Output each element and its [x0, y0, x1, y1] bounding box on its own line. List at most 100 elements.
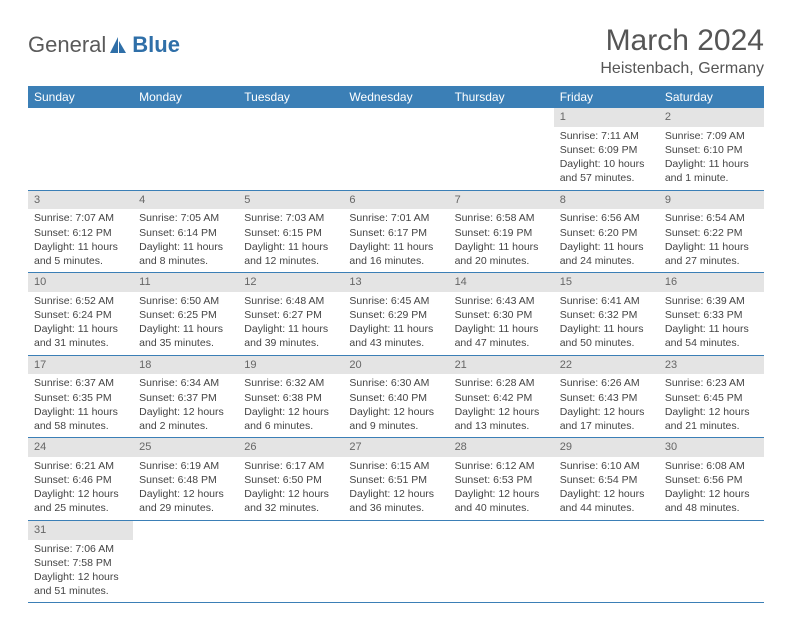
sunset-text: Sunset: 6:46 PM	[34, 473, 127, 487]
sunrise-text: Sunrise: 6:10 AM	[560, 459, 653, 473]
weekday-header: Tuesday	[238, 86, 343, 108]
day-number-cell: 9	[659, 190, 764, 209]
daylight2-text: and 21 minutes.	[665, 419, 758, 433]
day-info-cell: Sunrise: 7:11 AMSunset: 6:09 PMDaylight:…	[554, 127, 659, 190]
day-number-cell: 18	[133, 355, 238, 374]
daylight2-text: and 57 minutes.	[560, 171, 653, 185]
sunset-text: Sunset: 6:48 PM	[139, 473, 232, 487]
sail-icon	[108, 35, 128, 55]
daynum-row: 24252627282930	[28, 438, 764, 457]
day-number-cell	[554, 520, 659, 539]
day-number-cell: 3	[28, 190, 133, 209]
sunrise-text: Sunrise: 6:15 AM	[349, 459, 442, 473]
info-row: Sunrise: 7:06 AMSunset: 7:58 PMDaylight:…	[28, 540, 764, 603]
daylight1-text: Daylight: 11 hours	[34, 322, 127, 336]
day-number-cell: 21	[449, 355, 554, 374]
day-number-cell: 5	[238, 190, 343, 209]
day-info-cell: Sunrise: 7:03 AMSunset: 6:15 PMDaylight:…	[238, 209, 343, 272]
sunset-text: Sunset: 6:10 PM	[665, 143, 758, 157]
daylight1-text: Daylight: 11 hours	[244, 322, 337, 336]
day-number-cell	[343, 520, 448, 539]
sunrise-text: Sunrise: 6:17 AM	[244, 459, 337, 473]
daylight2-text: and 13 minutes.	[455, 419, 548, 433]
day-number-cell: 17	[28, 355, 133, 374]
sunset-text: Sunset: 6:38 PM	[244, 391, 337, 405]
day-number-cell	[238, 520, 343, 539]
day-info-cell	[133, 127, 238, 190]
daylight1-text: Daylight: 12 hours	[349, 405, 442, 419]
daylight2-text: and 29 minutes.	[139, 501, 232, 515]
day-number-cell: 19	[238, 355, 343, 374]
sunrise-text: Sunrise: 6:52 AM	[34, 294, 127, 308]
daylight2-text: and 12 minutes.	[244, 254, 337, 268]
sunrise-text: Sunrise: 6:30 AM	[349, 376, 442, 390]
sunrise-text: Sunrise: 6:56 AM	[560, 211, 653, 225]
day-number-cell: 28	[449, 438, 554, 457]
info-row: Sunrise: 7:07 AMSunset: 6:12 PMDaylight:…	[28, 209, 764, 272]
daylight2-text: and 51 minutes.	[34, 584, 127, 598]
day-number-cell	[659, 520, 764, 539]
sunset-text: Sunset: 6:24 PM	[34, 308, 127, 322]
daynum-row: 31	[28, 520, 764, 539]
sunset-text: Sunset: 6:22 PM	[665, 226, 758, 240]
day-info-cell	[238, 127, 343, 190]
daylight2-text: and 1 minute.	[665, 171, 758, 185]
day-info-cell: Sunrise: 6:58 AMSunset: 6:19 PMDaylight:…	[449, 209, 554, 272]
day-number-cell: 20	[343, 355, 448, 374]
day-info-cell: Sunrise: 6:37 AMSunset: 6:35 PMDaylight:…	[28, 374, 133, 437]
day-info-cell	[28, 127, 133, 190]
day-number-cell: 11	[133, 273, 238, 292]
day-number-cell: 26	[238, 438, 343, 457]
sunset-text: Sunset: 6:50 PM	[244, 473, 337, 487]
sunset-text: Sunset: 6:35 PM	[34, 391, 127, 405]
sunrise-text: Sunrise: 6:54 AM	[665, 211, 758, 225]
day-number-cell: 25	[133, 438, 238, 457]
daylight2-text: and 17 minutes.	[560, 419, 653, 433]
daylight1-text: Daylight: 11 hours	[349, 240, 442, 254]
day-info-cell: Sunrise: 6:21 AMSunset: 6:46 PMDaylight:…	[28, 457, 133, 520]
sunrise-text: Sunrise: 6:34 AM	[139, 376, 232, 390]
daylight1-text: Daylight: 11 hours	[349, 322, 442, 336]
day-number-cell: 4	[133, 190, 238, 209]
sunset-text: Sunset: 6:29 PM	[349, 308, 442, 322]
day-number-cell: 2	[659, 108, 764, 127]
day-info-cell	[133, 540, 238, 603]
sunrise-text: Sunrise: 6:50 AM	[139, 294, 232, 308]
day-info-cell: Sunrise: 6:23 AMSunset: 6:45 PMDaylight:…	[659, 374, 764, 437]
sunrise-text: Sunrise: 6:12 AM	[455, 459, 548, 473]
daylight2-text: and 25 minutes.	[34, 501, 127, 515]
day-number-cell	[133, 520, 238, 539]
weekday-header: Thursday	[449, 86, 554, 108]
day-info-cell	[238, 540, 343, 603]
daylight2-text: and 44 minutes.	[560, 501, 653, 515]
daylight1-text: Daylight: 12 hours	[560, 487, 653, 501]
sunset-text: Sunset: 6:25 PM	[139, 308, 232, 322]
daylight2-text: and 35 minutes.	[139, 336, 232, 350]
daylight2-text: and 47 minutes.	[455, 336, 548, 350]
sunset-text: Sunset: 6:12 PM	[34, 226, 127, 240]
daylight1-text: Daylight: 12 hours	[560, 405, 653, 419]
day-number-cell: 7	[449, 190, 554, 209]
daylight1-text: Daylight: 11 hours	[139, 322, 232, 336]
sunrise-text: Sunrise: 7:06 AM	[34, 542, 127, 556]
sunrise-text: Sunrise: 6:19 AM	[139, 459, 232, 473]
brand-word2: Blue	[132, 32, 180, 58]
sunset-text: Sunset: 6:27 PM	[244, 308, 337, 322]
day-info-cell: Sunrise: 7:01 AMSunset: 6:17 PMDaylight:…	[343, 209, 448, 272]
daylight2-text: and 20 minutes.	[455, 254, 548, 268]
daylight2-text: and 27 minutes.	[665, 254, 758, 268]
daylight1-text: Daylight: 12 hours	[244, 405, 337, 419]
day-info-cell	[449, 127, 554, 190]
day-info-cell: Sunrise: 6:30 AMSunset: 6:40 PMDaylight:…	[343, 374, 448, 437]
day-number-cell	[449, 520, 554, 539]
daylight2-text: and 43 minutes.	[349, 336, 442, 350]
calendar-table: Sunday Monday Tuesday Wednesday Thursday…	[28, 86, 764, 603]
day-info-cell: Sunrise: 7:06 AMSunset: 7:58 PMDaylight:…	[28, 540, 133, 603]
daylight2-text: and 16 minutes.	[349, 254, 442, 268]
day-info-cell: Sunrise: 6:15 AMSunset: 6:51 PMDaylight:…	[343, 457, 448, 520]
sunrise-text: Sunrise: 6:37 AM	[34, 376, 127, 390]
day-info-cell: Sunrise: 7:05 AMSunset: 6:14 PMDaylight:…	[133, 209, 238, 272]
daylight1-text: Daylight: 11 hours	[665, 240, 758, 254]
day-info-cell	[659, 540, 764, 603]
day-number-cell: 22	[554, 355, 659, 374]
